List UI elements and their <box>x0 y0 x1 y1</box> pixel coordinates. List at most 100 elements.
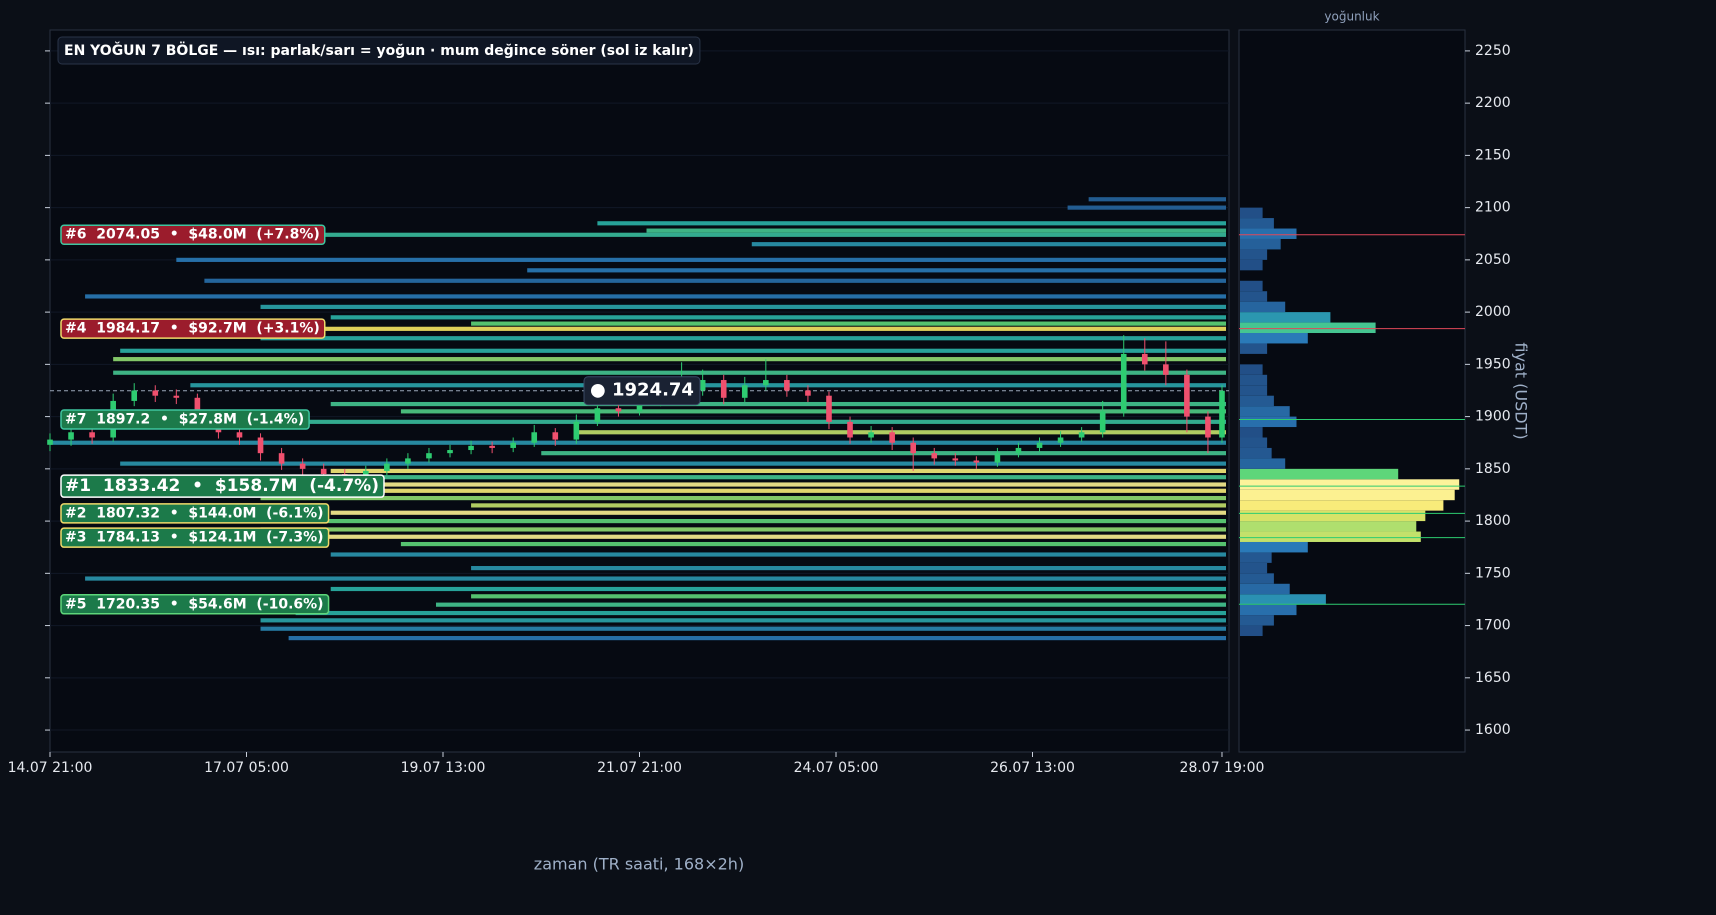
heat-band <box>330 315 1226 320</box>
candle-body <box>847 421 853 438</box>
candle-body <box>552 432 559 440</box>
heat-band <box>471 566 1227 571</box>
profile-bar <box>1240 552 1272 563</box>
heat-band <box>176 257 1227 262</box>
heat-band <box>134 482 1227 487</box>
profile-bar <box>1240 301 1286 313</box>
candle-body <box>236 432 243 438</box>
y-tick-label: 2150 <box>1475 147 1511 163</box>
profile-bar <box>1240 416 1297 428</box>
candle-body <box>405 458 411 464</box>
zone-label-text: #1 1833.42 • $158.7M (-4.7%) <box>65 476 379 496</box>
candle-body <box>299 463 306 469</box>
candle-body <box>868 432 874 438</box>
profile-bar <box>1240 427 1263 438</box>
profile-bar <box>1240 218 1274 229</box>
profile-label: yoğunluk <box>1324 10 1379 24</box>
candle-body <box>594 408 601 422</box>
heat-band <box>1067 205 1226 210</box>
heat-band <box>85 294 1227 299</box>
candle-body <box>531 432 538 443</box>
candle-body <box>1036 442 1043 448</box>
current-price-box <box>583 376 701 406</box>
candle-body <box>994 453 1001 463</box>
profile-bar <box>1240 228 1297 239</box>
profile-bar <box>1240 343 1268 354</box>
candle-body <box>278 453 285 464</box>
candle-body <box>47 439 53 445</box>
candle-body <box>384 463 390 471</box>
heat-band <box>64 232 1226 237</box>
zone-label: #3 1784.13 • $124.1M (-7.3%) <box>60 527 330 548</box>
heat-band <box>113 357 1226 362</box>
y-tick-label: 1950 <box>1475 356 1511 372</box>
candle-body <box>173 395 180 398</box>
y-tick-label: 1600 <box>1475 722 1511 738</box>
profile-bar <box>1240 573 1274 584</box>
candle-body <box>826 395 832 422</box>
x-tick-label: 28.07 19:00 <box>1180 760 1265 776</box>
y-tick-label: 1700 <box>1475 618 1511 634</box>
candle-body <box>447 450 453 454</box>
profile-bar <box>1240 385 1268 396</box>
zone-label: #1 1833.42 • $158.7M (-4.7%) <box>60 474 385 498</box>
zone-label-text: #3 1784.13 • $124.1M (-7.3%) <box>65 530 324 546</box>
candle-body <box>1219 390 1225 438</box>
zone-label-box <box>60 474 385 498</box>
x-tick-label: 26.07 13:00 <box>990 760 1075 776</box>
heat-band <box>190 383 1226 388</box>
candle-body <box>1015 447 1022 454</box>
profile-bar <box>1240 625 1263 637</box>
y-axis-label: fiyat (USDT) <box>1512 342 1531 439</box>
candle-body <box>152 390 159 396</box>
heat-band <box>190 419 1226 424</box>
heat-band <box>85 576 1227 581</box>
heat-band <box>541 451 1226 456</box>
heat-band <box>646 228 1226 233</box>
candle-body <box>68 432 74 440</box>
profile-bar <box>1240 238 1281 250</box>
heat-band <box>120 348 1226 353</box>
x-tick-label: 19.07 13:00 <box>401 760 486 776</box>
profile-bar <box>1240 615 1274 626</box>
current-price-text: ● 1924.74 <box>590 380 694 401</box>
y-tick-label: 2100 <box>1475 200 1511 216</box>
x-tick-label: 24.07 05:00 <box>794 760 879 776</box>
zone-label-box <box>60 409 310 430</box>
zone-label: #6 2074.05 • $48.0M (+7.8%) <box>60 224 326 245</box>
profile-bar <box>1240 364 1263 375</box>
current-price-label: ● 1924.74 <box>583 376 701 406</box>
profile-bar <box>1240 541 1308 553</box>
profile-bar <box>1240 521 1417 532</box>
candle-body <box>362 470 369 478</box>
candle-body <box>910 442 917 454</box>
candle-body <box>931 453 938 459</box>
candle-body <box>1120 353 1127 412</box>
layers: 1600 1650 1700 1750 1800 1850 1900 1950 2000 2050… <box>8 36 1511 776</box>
chart-title: EN YOĞUN 7 BÖLGE — ısı: parlak/sarı = yo… <box>64 41 694 59</box>
x-tick-label: 21.07 21:00 <box>597 760 682 776</box>
heat-band <box>471 594 1227 599</box>
candle-body <box>131 390 138 401</box>
candle-body <box>973 460 980 463</box>
heat-band <box>260 304 1226 309</box>
y-tick-label: 2050 <box>1475 252 1511 268</box>
heat-band <box>204 278 1227 283</box>
profile-bar <box>1240 510 1426 522</box>
zone-label: #5 1720.35 • $54.6M (-10.6%) <box>60 594 330 615</box>
profile-bar <box>1240 207 1263 219</box>
heat-band <box>260 626 1226 631</box>
heat-band <box>288 636 1226 641</box>
zone-label-text: #7 1897.2 • $27.8M (-1.4%) <box>65 412 304 428</box>
candle-body <box>426 453 432 459</box>
candle-body <box>320 468 327 475</box>
heat-band <box>330 488 1226 493</box>
y-tick-label: 2250 <box>1475 43 1511 59</box>
candle-body <box>1205 416 1211 438</box>
heat-band <box>471 503 1227 508</box>
candle-body <box>699 380 706 391</box>
candle-body <box>1099 411 1106 433</box>
y-tick-label: 2000 <box>1475 304 1511 320</box>
zone-label: #2 1807.32 • $144.0M (-6.1%) <box>60 503 330 524</box>
